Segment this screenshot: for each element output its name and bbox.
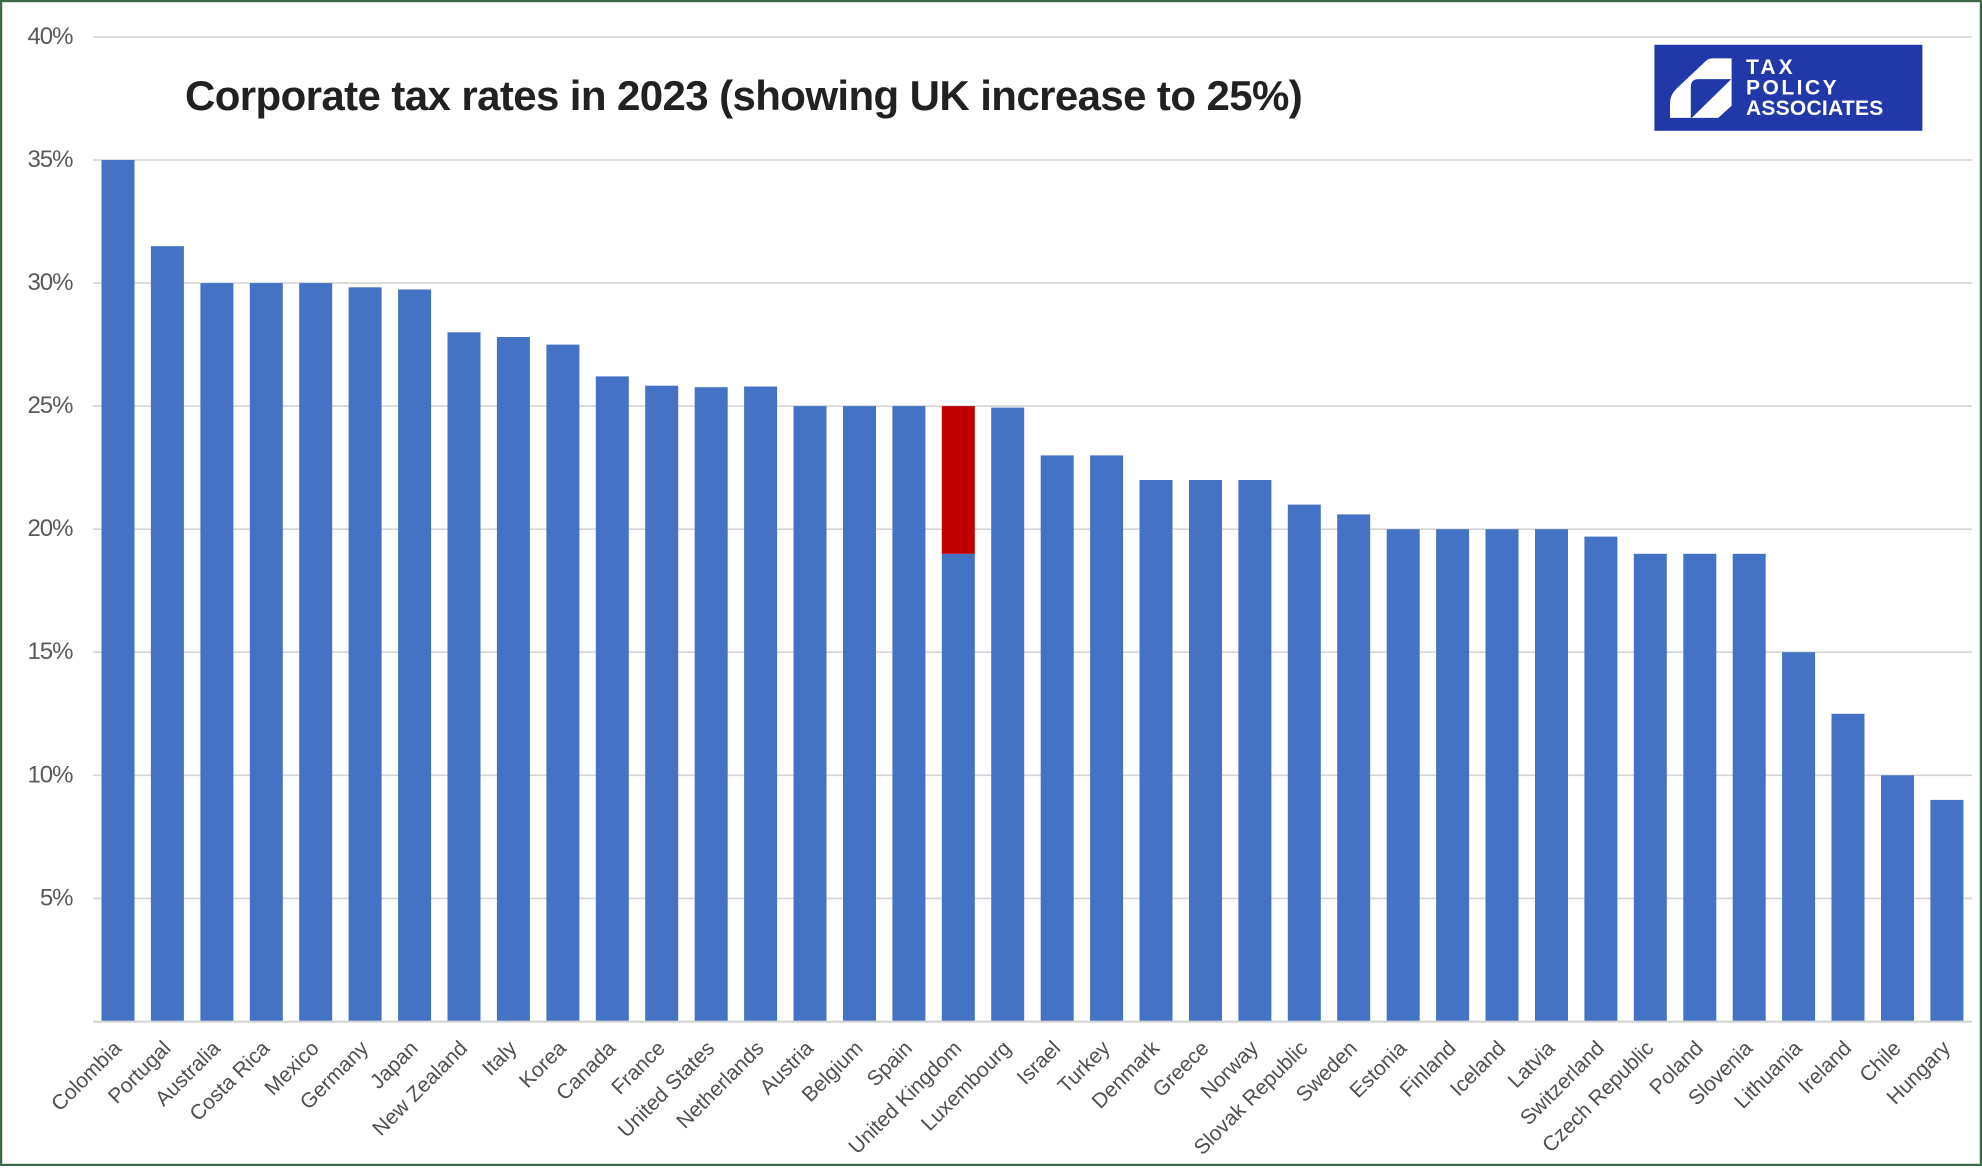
- svg-text:35%: 35%: [27, 146, 73, 173]
- svg-text:5%: 5%: [40, 884, 73, 911]
- svg-text:10%: 10%: [27, 761, 73, 788]
- svg-text:20%: 20%: [27, 515, 73, 542]
- svg-text:POLICY: POLICY: [1746, 77, 1839, 100]
- svg-text:ASSOCIATES: ASSOCIATES: [1746, 97, 1883, 120]
- svg-text:30%: 30%: [27, 269, 73, 296]
- svg-text:40%: 40%: [27, 23, 73, 50]
- svg-text:TAX: TAX: [1746, 56, 1796, 79]
- svg-text:Corporate tax rates in 2023 (s: Corporate tax rates in 2023 (showing UK …: [185, 72, 1302, 119]
- svg-text:25%: 25%: [27, 392, 73, 419]
- svg-text:15%: 15%: [27, 638, 73, 665]
